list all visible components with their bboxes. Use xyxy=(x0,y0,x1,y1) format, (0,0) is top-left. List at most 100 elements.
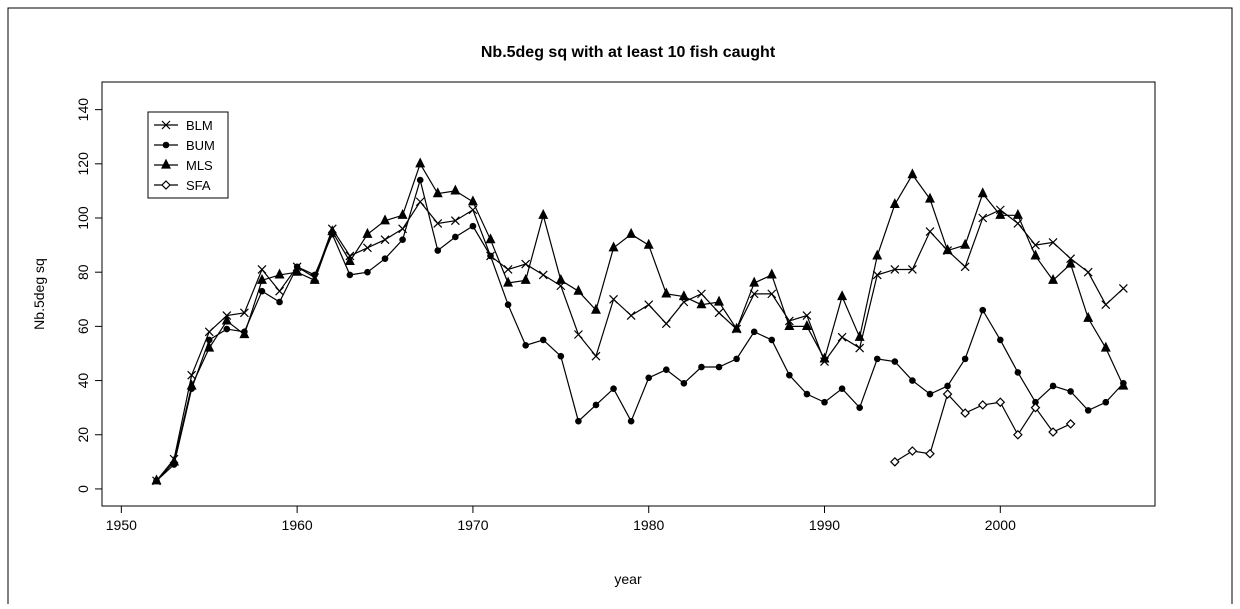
point xyxy=(925,227,935,236)
point xyxy=(169,455,180,466)
point xyxy=(1065,419,1076,429)
x-tick-label: 2000 xyxy=(985,517,1016,533)
point xyxy=(731,322,742,333)
point xyxy=(750,328,758,336)
point xyxy=(346,271,354,279)
y-axis-label: Nb.5deg sq xyxy=(31,258,47,330)
point xyxy=(204,341,215,352)
point xyxy=(538,208,549,219)
point xyxy=(221,314,232,325)
point xyxy=(995,397,1006,408)
point xyxy=(275,286,284,296)
point xyxy=(364,268,371,276)
point xyxy=(644,300,654,310)
point xyxy=(434,247,442,254)
point xyxy=(821,398,828,406)
point xyxy=(399,236,406,243)
point xyxy=(151,474,162,485)
legend-label: BLM xyxy=(186,118,213,133)
point xyxy=(327,225,338,236)
point xyxy=(467,195,478,206)
point xyxy=(485,233,496,244)
legend-label: MLS xyxy=(186,158,213,173)
point xyxy=(592,401,600,409)
point xyxy=(626,227,637,238)
legend-label: SFA xyxy=(186,178,211,193)
point xyxy=(645,374,653,382)
point xyxy=(555,273,566,284)
point xyxy=(432,187,443,198)
point xyxy=(837,332,847,342)
point xyxy=(503,265,513,274)
point xyxy=(907,168,918,179)
point xyxy=(1083,311,1094,322)
y-tick-label: 140 xyxy=(75,98,91,122)
point xyxy=(733,355,740,363)
point xyxy=(872,270,882,280)
point xyxy=(274,268,285,279)
point xyxy=(1118,284,1128,293)
point xyxy=(557,352,565,360)
point xyxy=(979,306,987,314)
point xyxy=(715,363,723,371)
point xyxy=(1030,249,1041,260)
point xyxy=(873,355,881,363)
point xyxy=(469,222,477,230)
point xyxy=(661,319,671,329)
point xyxy=(223,325,231,333)
point xyxy=(187,370,197,380)
point xyxy=(381,255,389,262)
y-tick-label: 60 xyxy=(75,318,91,334)
legend-box xyxy=(147,111,229,199)
point xyxy=(909,377,916,384)
x-tick-label: 1960 xyxy=(282,517,313,533)
point xyxy=(855,343,865,353)
point xyxy=(573,330,583,339)
point xyxy=(1048,427,1058,437)
point xyxy=(344,255,355,265)
point xyxy=(944,382,951,390)
point xyxy=(925,448,935,459)
point xyxy=(1102,398,1110,406)
point xyxy=(186,379,197,390)
point xyxy=(257,273,267,284)
y-tick-label: 20 xyxy=(75,427,91,443)
point xyxy=(714,295,725,306)
point xyxy=(767,289,777,299)
point xyxy=(960,262,970,272)
x-axis-label: year xyxy=(614,571,642,587)
point xyxy=(610,385,617,392)
point xyxy=(415,157,426,168)
x-tick-label: 1980 xyxy=(633,517,664,533)
point xyxy=(749,276,760,287)
point xyxy=(239,308,249,318)
point xyxy=(803,390,811,398)
legend-marker xyxy=(162,141,170,149)
point xyxy=(837,290,848,301)
point xyxy=(538,270,548,280)
point xyxy=(1014,369,1022,376)
point xyxy=(698,363,705,371)
point xyxy=(1101,300,1111,310)
point xyxy=(450,184,461,195)
point xyxy=(942,389,953,399)
point xyxy=(504,301,512,309)
legend-marker xyxy=(161,158,171,169)
point xyxy=(1030,402,1041,413)
point xyxy=(1067,388,1074,395)
point xyxy=(433,218,443,228)
point xyxy=(415,197,425,207)
point xyxy=(380,214,390,225)
point xyxy=(1100,341,1111,352)
x-tick-label: 1950 xyxy=(106,517,137,533)
legend-marker xyxy=(161,120,171,130)
point xyxy=(397,208,408,219)
point xyxy=(856,404,863,411)
y-tick-label: 100 xyxy=(75,206,91,230)
point xyxy=(573,284,584,295)
point xyxy=(819,352,830,363)
legend-label: BUM xyxy=(186,138,215,153)
point xyxy=(784,320,795,330)
point xyxy=(854,330,865,341)
